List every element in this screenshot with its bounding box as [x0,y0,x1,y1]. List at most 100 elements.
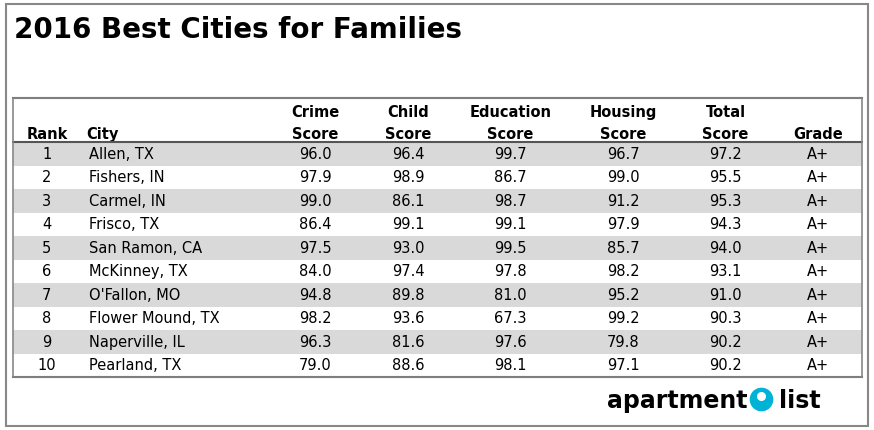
Text: 3: 3 [42,194,52,209]
Text: 99.0: 99.0 [299,194,332,209]
Text: 6: 6 [42,264,52,279]
Text: 81.0: 81.0 [495,288,527,303]
Text: Crime: Crime [291,105,339,120]
Text: 99.1: 99.1 [392,217,425,232]
Text: A+: A+ [808,335,829,350]
Text: 91.0: 91.0 [709,288,742,303]
Text: 96.7: 96.7 [607,147,639,162]
Text: Child: Child [387,105,429,120]
FancyBboxPatch shape [13,307,862,330]
Text: 93.0: 93.0 [392,240,425,255]
Text: A+: A+ [808,311,829,326]
Text: 96.4: 96.4 [392,147,425,162]
Text: A+: A+ [808,217,829,232]
Text: 98.7: 98.7 [495,194,527,209]
Text: A+: A+ [808,358,829,373]
Text: 5: 5 [42,240,52,255]
FancyBboxPatch shape [13,283,862,307]
Text: 91.2: 91.2 [607,194,639,209]
Text: 84.0: 84.0 [299,264,332,279]
Text: 88.6: 88.6 [392,358,425,373]
Text: O'Fallon, MO: O'Fallon, MO [89,288,180,303]
Text: 86.1: 86.1 [392,194,425,209]
Text: Housing: Housing [589,105,656,120]
Text: 97.9: 97.9 [607,217,639,232]
Text: Grade: Grade [794,126,843,141]
FancyBboxPatch shape [13,354,862,378]
FancyBboxPatch shape [13,237,862,260]
Text: 97.9: 97.9 [299,170,332,185]
Text: Flower Mound, TX: Flower Mound, TX [89,311,219,326]
Text: Carmel, IN: Carmel, IN [89,194,166,209]
Text: Score: Score [488,126,534,141]
Text: A+: A+ [808,264,829,279]
Text: Education: Education [469,105,551,120]
Text: 98.1: 98.1 [495,358,527,373]
Text: list: list [780,389,821,413]
Text: 94.8: 94.8 [299,288,331,303]
Text: 7: 7 [42,288,52,303]
Text: 4: 4 [42,217,52,232]
FancyBboxPatch shape [13,330,862,354]
Text: 97.4: 97.4 [392,264,425,279]
Text: 99.1: 99.1 [495,217,527,232]
Text: Allen, TX: Allen, TX [89,147,154,162]
Text: 95.3: 95.3 [710,194,742,209]
Text: 99.5: 99.5 [495,240,527,255]
Text: Score: Score [292,126,338,141]
Text: 10: 10 [38,358,56,373]
Text: 81.6: 81.6 [392,335,425,350]
Text: 9: 9 [42,335,52,350]
Text: 97.2: 97.2 [709,147,742,162]
Text: 99.2: 99.2 [607,311,639,326]
Text: 67.3: 67.3 [495,311,527,326]
Text: Score: Score [385,126,432,141]
Text: 86.7: 86.7 [495,170,527,185]
Text: 90.2: 90.2 [709,335,742,350]
FancyBboxPatch shape [13,213,862,236]
Text: Rank: Rank [26,126,67,141]
Text: 2: 2 [42,170,52,185]
Text: 79.0: 79.0 [299,358,332,373]
Text: 79.8: 79.8 [607,335,639,350]
Text: Fishers, IN: Fishers, IN [89,170,164,185]
Text: Total: Total [705,105,746,120]
Text: A+: A+ [808,170,829,185]
Text: 89.8: 89.8 [392,288,425,303]
Text: Frisco, TX: Frisco, TX [89,217,159,232]
Text: A+: A+ [808,147,829,162]
Text: 97.5: 97.5 [299,240,332,255]
Text: 98.9: 98.9 [392,170,425,185]
Text: 97.1: 97.1 [607,358,639,373]
Text: Naperville, IL: Naperville, IL [89,335,184,350]
Text: 86.4: 86.4 [299,217,331,232]
Text: 90.3: 90.3 [709,311,742,326]
Text: 93.1: 93.1 [710,264,742,279]
FancyBboxPatch shape [13,260,862,283]
Text: 90.2: 90.2 [709,358,742,373]
FancyBboxPatch shape [13,142,862,166]
Text: McKinney, TX: McKinney, TX [89,264,188,279]
Text: 95.5: 95.5 [709,170,742,185]
Text: 99.7: 99.7 [495,147,527,162]
Text: 93.6: 93.6 [392,311,425,326]
Text: 94.0: 94.0 [709,240,742,255]
FancyBboxPatch shape [13,166,862,189]
FancyBboxPatch shape [13,189,862,213]
Text: Score: Score [600,126,646,141]
Text: Score: Score [703,126,749,141]
Text: apartment: apartment [607,389,747,413]
Text: 98.2: 98.2 [607,264,639,279]
Text: San Ramon, CA: San Ramon, CA [89,240,202,255]
Text: Pearland, TX: Pearland, TX [89,358,181,373]
Text: 85.7: 85.7 [607,240,639,255]
Text: 97.6: 97.6 [495,335,527,350]
Text: 99.0: 99.0 [607,170,639,185]
Text: A+: A+ [808,240,829,255]
Text: 96.3: 96.3 [299,335,331,350]
Text: A+: A+ [808,288,829,303]
Text: 96.0: 96.0 [299,147,332,162]
Text: 95.2: 95.2 [607,288,639,303]
Text: 94.3: 94.3 [710,217,742,232]
Text: 97.8: 97.8 [495,264,527,279]
